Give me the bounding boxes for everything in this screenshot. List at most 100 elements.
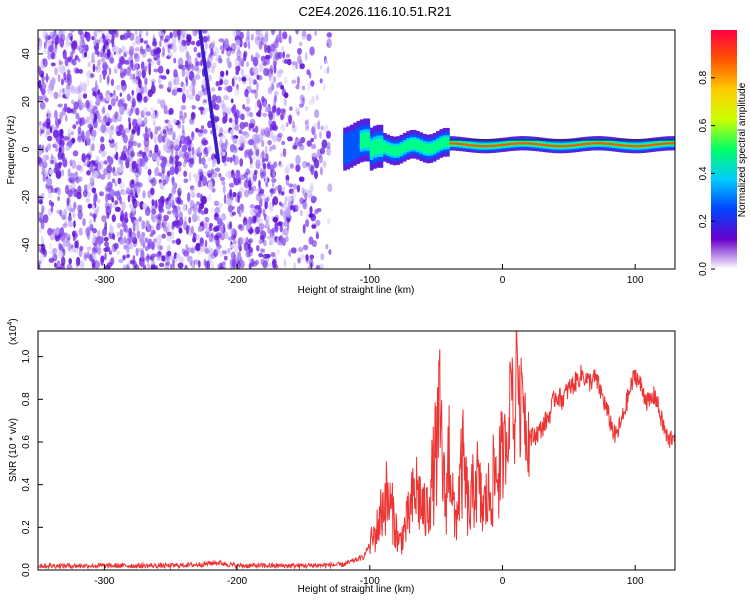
spectrogram-cell [128, 137, 134, 146]
spectrogram-cell [161, 255, 166, 262]
spectrogram-cell [201, 100, 207, 105]
spectrogram-ridge-cell [426, 143, 430, 154]
spectrogram-cell [306, 211, 309, 221]
spectrogram-cell [172, 131, 176, 140]
spectrogram-cell [260, 55, 266, 63]
spectrogram-cell [138, 215, 142, 223]
spectrogram-cell [267, 227, 271, 234]
spectrogram-cell [280, 152, 283, 158]
spectrogram-cell [225, 156, 231, 163]
spectrogram-cell [248, 258, 252, 264]
spectrogram-cell [115, 206, 121, 212]
spectrogram-cell [170, 144, 174, 154]
colorbar-tick-label: 0.0 [698, 262, 709, 276]
spectrogram-ridge-cell [406, 140, 410, 151]
spectrogram-cell [68, 258, 72, 265]
spectrogram-cell [138, 150, 143, 155]
spectrogram-cell [245, 177, 249, 184]
spectrogram-cell [265, 253, 271, 259]
spectrogram-cell [159, 245, 164, 251]
spectrogram-cell [125, 107, 132, 116]
spectrogram-cell [48, 257, 55, 263]
spectrogram-cell [163, 38, 168, 43]
spectrogram-cell [275, 185, 279, 191]
spectrogram-cell [85, 32, 91, 42]
spectrogram-cell [186, 88, 189, 99]
spectrogram-cell [210, 65, 215, 74]
spectrogram-cell [82, 93, 88, 99]
spectrogram-cell [81, 153, 86, 163]
spectrogram-cell [250, 186, 257, 193]
spectrogram-cell [247, 249, 253, 257]
spectrogram-cell [251, 127, 256, 133]
spectrogram-cell [53, 30, 57, 37]
spectrogram-cell [261, 97, 268, 107]
spectrogram-cell [169, 32, 173, 39]
spectrogram-cell [304, 192, 308, 202]
spectrogram-cell [131, 101, 136, 108]
spectrogram-cell [210, 237, 216, 243]
spectrogram-cell [147, 243, 151, 250]
spectrogram-cell [132, 118, 139, 129]
spectrogram-cell [79, 118, 83, 127]
spectrogram-cell [40, 219, 45, 230]
spectrogram-cell [255, 193, 262, 202]
spectrogram-cell [129, 49, 134, 57]
spectrogram-cell [145, 245, 149, 252]
spectrogram-cell [158, 172, 162, 177]
spectrogram-ridge-cell [346, 132, 351, 163]
spectrogram-cell [111, 243, 118, 253]
spectrogram-cell [126, 93, 131, 102]
spectrogram-cell [199, 237, 204, 247]
spectrogram-cell [92, 204, 95, 211]
spectrogram-cell [269, 111, 276, 121]
spectrogram-cell [309, 206, 313, 215]
spectrogram-cell [100, 57, 106, 63]
spectrogram-ridge-cell [442, 137, 447, 148]
spectrogram-cell [297, 47, 302, 55]
spectrogram-cell [123, 134, 128, 144]
spectrogram-cell [67, 168, 71, 178]
spectrogram-cell [268, 113, 273, 118]
spectrogram-cell [105, 121, 110, 126]
spectrogram-cell [250, 89, 257, 94]
spectrogram-cell [111, 46, 117, 53]
spectrogram-cell [165, 261, 171, 266]
spectrogram-cell [156, 98, 161, 105]
spectrogram-cell [137, 182, 143, 188]
spectrogram-cell [104, 252, 107, 261]
spectrogram-cell [319, 64, 323, 70]
spectrogram-cell [179, 108, 182, 117]
spectrogram-cell [227, 223, 231, 231]
spectrogram-cell [136, 85, 140, 95]
spectrogram-cell [302, 160, 308, 169]
spectrogram-cell [230, 49, 236, 54]
spectrogram-cell [320, 166, 323, 176]
spectrogram-cell [255, 148, 260, 157]
spectrogram-cell [120, 79, 126, 87]
spectrogram-cell [220, 70, 225, 78]
spectrogram-cell [212, 62, 217, 68]
spectrogram-cell [91, 251, 97, 257]
spectrogram-cell [315, 264, 321, 269]
spectrogram-cell [229, 129, 234, 135]
spectrogram-cell [211, 157, 217, 167]
spectrogram-cell [54, 262, 57, 268]
spectrogram-cell [157, 250, 162, 256]
spectrogram-cell [237, 46, 241, 56]
spectrogram-cell [66, 240, 70, 247]
spectrogram-cell [265, 45, 272, 54]
spectrogram-cell [143, 40, 148, 45]
spectrogram-ridge-cell [621, 144, 626, 147]
spectrogram-streak [216, 158, 221, 165]
spectrogram-cell [132, 222, 136, 233]
spectrogram-cell [131, 160, 137, 170]
spectrogram-cell [192, 77, 196, 85]
spectrogram-cell [195, 175, 198, 183]
spectrogram-cell [161, 233, 166, 239]
spectrogram-cell [117, 157, 121, 166]
spectrogram-cell [191, 78, 196, 88]
spectrogram-cell [269, 146, 273, 152]
spectrogram-cell [226, 85, 233, 93]
spectrogram-cell [57, 118, 62, 125]
